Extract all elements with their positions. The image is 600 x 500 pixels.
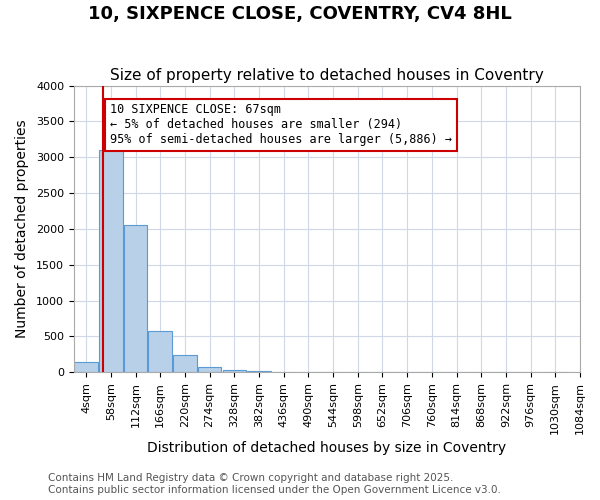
Text: 10, SIXPENCE CLOSE, COVENTRY, CV4 8HL: 10, SIXPENCE CLOSE, COVENTRY, CV4 8HL [88, 5, 512, 23]
Y-axis label: Number of detached properties: Number of detached properties [15, 120, 29, 338]
Bar [148, 331, 172, 372]
Bar [223, 370, 246, 372]
Bar [173, 355, 197, 372]
Text: Contains HM Land Registry data © Crown copyright and database right 2025.
Contai: Contains HM Land Registry data © Crown c… [48, 474, 501, 495]
Text: 10 SIXPENCE CLOSE: 67sqm
← 5% of detached houses are smaller (294)
95% of semi-d: 10 SIXPENCE CLOSE: 67sqm ← 5% of detache… [110, 104, 452, 146]
Bar [99, 150, 122, 372]
X-axis label: Distribution of detached houses by size in Coventry: Distribution of detached houses by size … [148, 441, 506, 455]
Bar [198, 366, 221, 372]
Bar [124, 226, 147, 372]
Bar [74, 362, 98, 372]
Title: Size of property relative to detached houses in Coventry: Size of property relative to detached ho… [110, 68, 544, 83]
Bar [247, 370, 271, 372]
